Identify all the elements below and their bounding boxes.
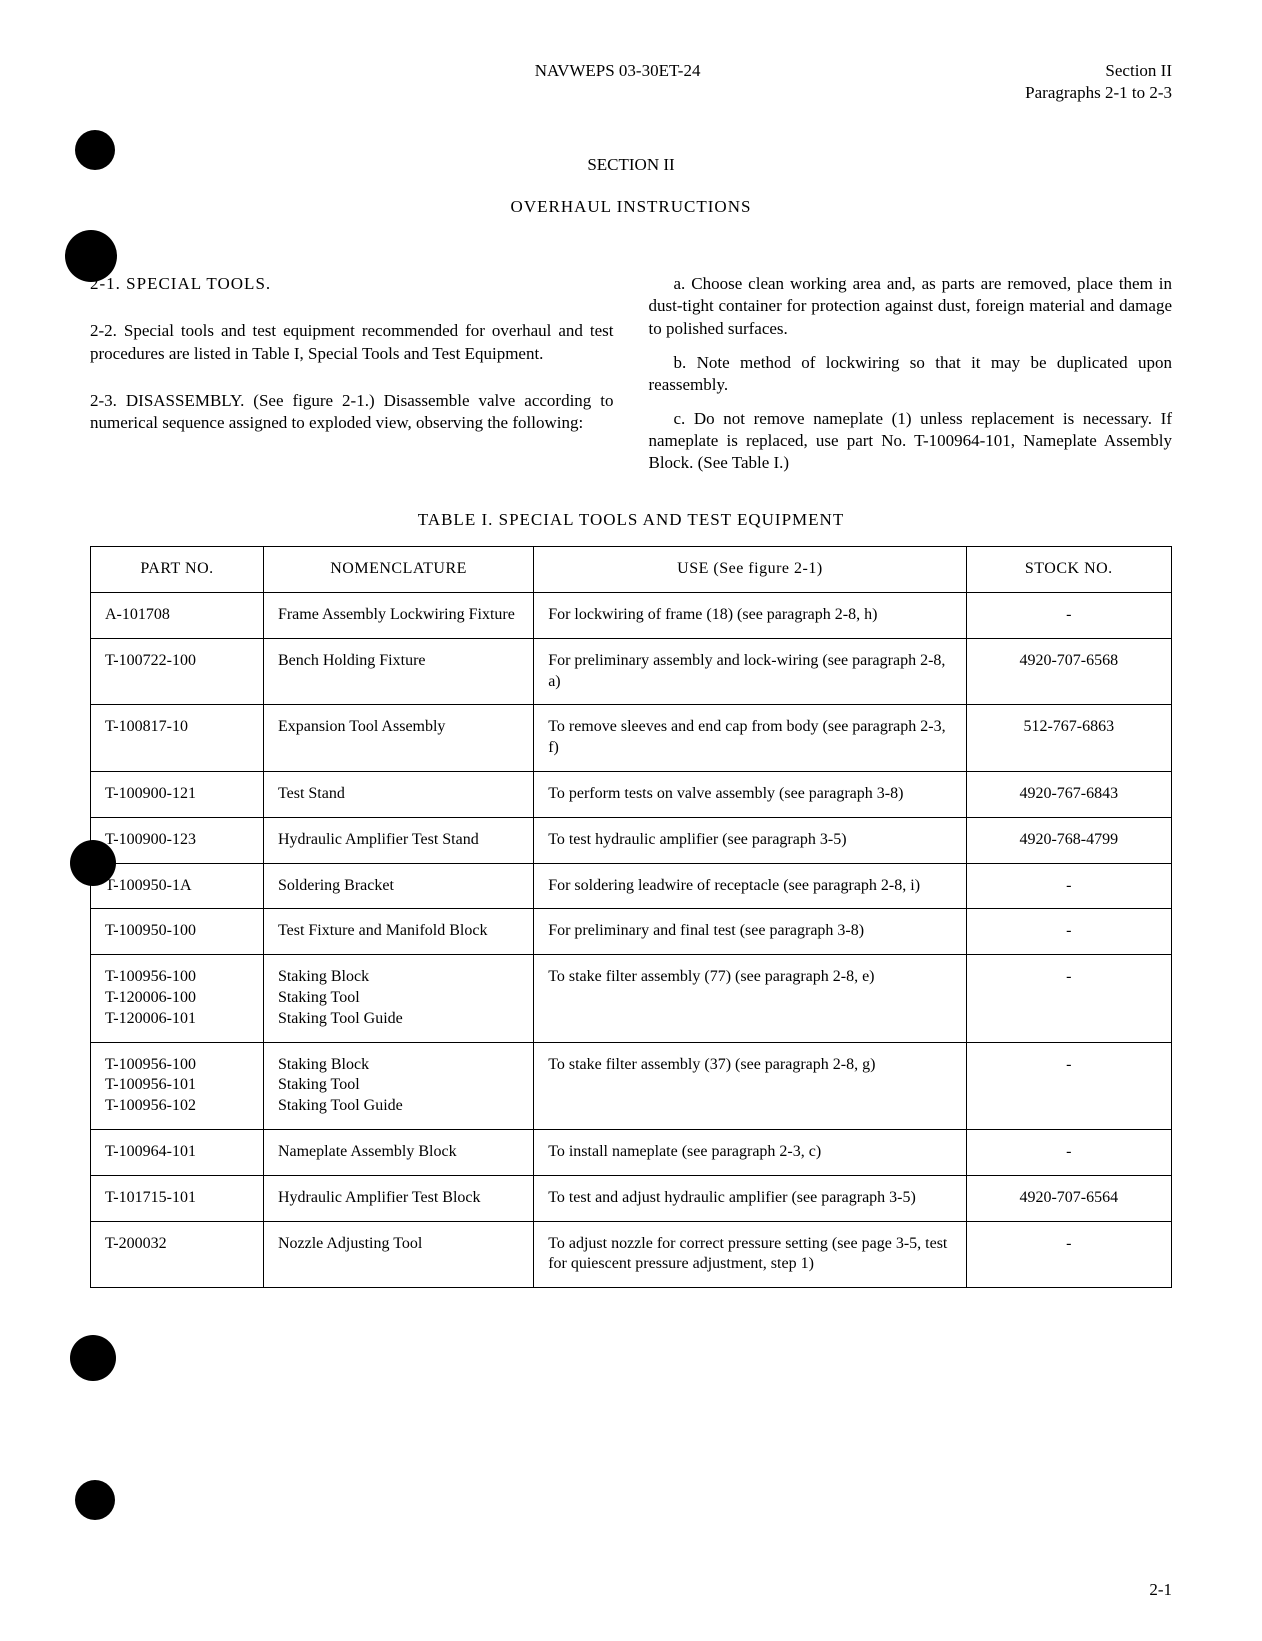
cell-use: For lockwiring of frame (18) (see paragr… bbox=[534, 593, 966, 639]
table-row: T-200032Nozzle Adjusting ToolTo adjust n… bbox=[91, 1221, 1172, 1288]
table-row: T-100900-123Hydraulic Amplifier Test Sta… bbox=[91, 817, 1172, 863]
cell-stock: 4920-768-4799 bbox=[966, 817, 1171, 863]
right-column: a. Choose clean working area and, as par… bbox=[649, 273, 1173, 474]
para-range: Paragraphs 2-1 to 2-3 bbox=[1025, 82, 1172, 104]
cell-stock: - bbox=[966, 1042, 1171, 1129]
tools-table: PART NO. NOMENCLATURE USE (See figure 2-… bbox=[90, 546, 1172, 1288]
section-title: SECTION II bbox=[90, 154, 1172, 176]
cell-nomen: Expansion Tool Assembly bbox=[263, 705, 533, 772]
binder-hole bbox=[70, 840, 116, 886]
cell-use: To stake filter assembly (77) (see parag… bbox=[534, 955, 966, 1042]
cell-use: For soldering leadwire of receptacle (se… bbox=[534, 863, 966, 909]
cell-stock: - bbox=[966, 955, 1171, 1042]
cell-part: T-100956-100 T-120006-100 T-120006-101 bbox=[91, 955, 264, 1042]
sub-para-b: b. Note method of lockwiring so that it … bbox=[649, 352, 1173, 396]
para-2-2: 2-2. Special tools and test equipment re… bbox=[90, 320, 614, 364]
cell-stock: - bbox=[966, 1221, 1171, 1288]
cell-part: T-100817-10 bbox=[91, 705, 264, 772]
page-number: 2-1 bbox=[1149, 1579, 1172, 1601]
cell-stock: 4920-707-6568 bbox=[966, 638, 1171, 705]
page-header: NAVWEPS 03-30ET-24 Section II Paragraphs… bbox=[90, 60, 1172, 104]
cell-part: T-100900-123 bbox=[91, 817, 264, 863]
section-label: Section II bbox=[1025, 60, 1172, 82]
cell-part: T-100950-100 bbox=[91, 909, 264, 955]
cell-stock: 4920-767-6843 bbox=[966, 772, 1171, 818]
para-2-3: 2-3. DISASSEMBLY. (See figure 2-1.) Disa… bbox=[90, 390, 614, 434]
cell-part: T-100900-121 bbox=[91, 772, 264, 818]
cell-nomen: Staking Block Staking Tool Staking Tool … bbox=[263, 955, 533, 1042]
cell-stock: - bbox=[966, 863, 1171, 909]
cell-nomen: Hydraulic Amplifier Test Block bbox=[263, 1175, 533, 1221]
sub-para-c: c. Do not remove nameplate (1) unless re… bbox=[649, 408, 1173, 474]
cell-part: T-100722-100 bbox=[91, 638, 264, 705]
table-row: T-100817-10Expansion Tool AssemblyTo rem… bbox=[91, 705, 1172, 772]
cell-nomen: Test Fixture and Manifold Block bbox=[263, 909, 533, 955]
table-row: T-100722-100Bench Holding FixtureFor pre… bbox=[91, 638, 1172, 705]
cell-nomen: Hydraulic Amplifier Test Stand bbox=[263, 817, 533, 863]
cell-stock: - bbox=[966, 593, 1171, 639]
cell-stock: 4920-707-6564 bbox=[966, 1175, 1171, 1221]
binder-hole bbox=[70, 1335, 116, 1381]
cell-use: For preliminary and final test (see para… bbox=[534, 909, 966, 955]
sub-para-a: a. Choose clean working area and, as par… bbox=[649, 273, 1173, 339]
cell-part: T-200032 bbox=[91, 1221, 264, 1288]
cell-use: To adjust nozzle for correct pressure se… bbox=[534, 1221, 966, 1288]
cell-part: T-100964-101 bbox=[91, 1129, 264, 1175]
table-row: T-101715-101Hydraulic Amplifier Test Blo… bbox=[91, 1175, 1172, 1221]
cell-nomen: Nozzle Adjusting Tool bbox=[263, 1221, 533, 1288]
table-row: A-101708Frame Assembly Lockwiring Fixtur… bbox=[91, 593, 1172, 639]
cell-use: To test and adjust hydraulic amplifier (… bbox=[534, 1175, 966, 1221]
binder-hole bbox=[65, 230, 117, 282]
cell-use: To install nameplate (see paragraph 2-3,… bbox=[534, 1129, 966, 1175]
cell-part: T-101715-101 bbox=[91, 1175, 264, 1221]
cell-stock: - bbox=[966, 1129, 1171, 1175]
para-2-1-heading: 2-1. SPECIAL TOOLS. bbox=[90, 273, 614, 295]
table-row: T-100964-101Nameplate Assembly BlockTo i… bbox=[91, 1129, 1172, 1175]
section-subtitle: OVERHAUL INSTRUCTIONS bbox=[90, 196, 1172, 218]
col-header-part: PART NO. bbox=[91, 547, 264, 593]
cell-nomen: Bench Holding Fixture bbox=[263, 638, 533, 705]
cell-part: A-101708 bbox=[91, 593, 264, 639]
cell-use: To remove sleeves and end cap from body … bbox=[534, 705, 966, 772]
cell-use: For preliminary assembly and lock-wiring… bbox=[534, 638, 966, 705]
table-row: T-100956-100 T-100956-101 T-100956-102St… bbox=[91, 1042, 1172, 1129]
cell-nomen: Staking Block Staking Tool Staking Tool … bbox=[263, 1042, 533, 1129]
table-header-row: PART NO. NOMENCLATURE USE (See figure 2-… bbox=[91, 547, 1172, 593]
binder-hole bbox=[75, 130, 115, 170]
body-columns: 2-1. SPECIAL TOOLS. 2-2. Special tools a… bbox=[90, 273, 1172, 474]
cell-part: T-100950-1A bbox=[91, 863, 264, 909]
table-row: T-100956-100 T-120006-100 T-120006-101St… bbox=[91, 955, 1172, 1042]
col-header-stock: STOCK NO. bbox=[966, 547, 1171, 593]
cell-nomen: Nameplate Assembly Block bbox=[263, 1129, 533, 1175]
col-header-nomen: NOMENCLATURE bbox=[263, 547, 533, 593]
table-row: T-100900-121Test StandTo perform tests o… bbox=[91, 772, 1172, 818]
cell-nomen: Frame Assembly Lockwiring Fixture bbox=[263, 593, 533, 639]
cell-use: To perform tests on valve assembly (see … bbox=[534, 772, 966, 818]
cell-use: To test hydraulic amplifier (see paragra… bbox=[534, 817, 966, 863]
table-row: T-100950-100Test Fixture and Manifold Bl… bbox=[91, 909, 1172, 955]
table-caption: TABLE I. SPECIAL TOOLS AND TEST EQUIPMEN… bbox=[90, 509, 1172, 531]
left-column: 2-1. SPECIAL TOOLS. 2-2. Special tools a… bbox=[90, 273, 614, 474]
cell-use: To stake filter assembly (37) (see parag… bbox=[534, 1042, 966, 1129]
table-row: T-100950-1ASoldering BracketFor solderin… bbox=[91, 863, 1172, 909]
doc-id: NAVWEPS 03-30ET-24 bbox=[90, 60, 1025, 104]
cell-nomen: Soldering Bracket bbox=[263, 863, 533, 909]
cell-stock: 512-767-6863 bbox=[966, 705, 1171, 772]
cell-stock: - bbox=[966, 909, 1171, 955]
cell-part: T-100956-100 T-100956-101 T-100956-102 bbox=[91, 1042, 264, 1129]
binder-hole bbox=[75, 1480, 115, 1520]
cell-nomen: Test Stand bbox=[263, 772, 533, 818]
col-header-use: USE (See figure 2-1) bbox=[534, 547, 966, 593]
